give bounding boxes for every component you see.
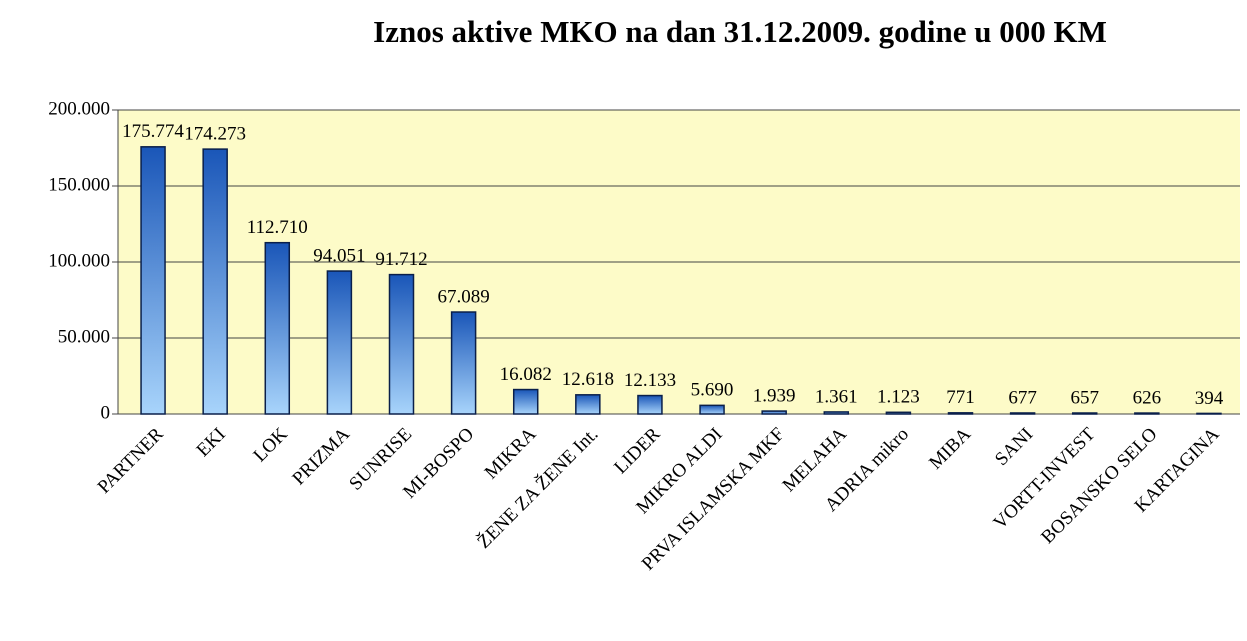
- data-label: 626: [1133, 387, 1162, 408]
- data-label: 1.361: [815, 386, 858, 407]
- bar: [699, 404, 725, 415]
- bar: [202, 148, 228, 415]
- x-tick-label: MIBA: [925, 424, 975, 474]
- x-tick-label: LOK: [249, 424, 292, 467]
- bar: [761, 410, 787, 415]
- x-tick-label: BOSANSKO SELO: [1037, 424, 1161, 548]
- x-tick-label: ŽENE ZA ŽENE Int.: [473, 423, 603, 553]
- bar: [823, 411, 850, 415]
- bar: [326, 270, 353, 415]
- bar: [264, 241, 291, 415]
- bar: [512, 388, 539, 415]
- x-tick-label: SANI: [991, 424, 1037, 470]
- y-tick-label: 50.000: [58, 326, 110, 347]
- data-label: 5.690: [691, 380, 734, 401]
- bar: [637, 394, 663, 415]
- data-label: 112.710: [247, 217, 308, 238]
- data-label: 175.774: [122, 121, 184, 142]
- data-label: 16.082: [500, 364, 552, 385]
- data-label: 94.051: [313, 245, 365, 266]
- x-tick-label: MIKRA: [481, 424, 541, 484]
- data-label: 771: [946, 387, 975, 408]
- x-tick-label: PARTNER: [94, 424, 168, 498]
- y-tick-label: 0: [101, 402, 111, 423]
- bar: [140, 146, 166, 415]
- bar: [1009, 412, 1036, 415]
- bar: [947, 412, 974, 415]
- data-label: 394: [1195, 388, 1224, 409]
- data-label: 67.089: [437, 286, 489, 307]
- bar: [1071, 412, 1098, 415]
- y-tick-label: 200.000: [48, 98, 110, 119]
- y-tick-label: 100.000: [48, 250, 110, 271]
- data-label: 657: [1070, 387, 1099, 408]
- bar: [885, 411, 912, 415]
- bar: [388, 273, 415, 415]
- bar: [1134, 412, 1160, 415]
- data-label: 12.618: [562, 369, 614, 390]
- bar: [450, 311, 477, 415]
- x-tick-label: LIDER: [610, 424, 665, 479]
- data-label: 1.123: [877, 387, 920, 408]
- data-label: 677: [1008, 387, 1037, 408]
- data-label: 91.712: [375, 249, 427, 270]
- data-label: 174.273: [184, 123, 246, 144]
- data-label: 1.939: [753, 385, 796, 406]
- y-tick-label: 150.000: [48, 174, 110, 195]
- data-label: 12.133: [624, 370, 676, 391]
- x-tick-label: EKI: [193, 424, 230, 461]
- bar: [1196, 412, 1222, 415]
- chart-title: Iznos aktive MKO na dan 31.12.2009. godi…: [373, 14, 1107, 49]
- bar: [575, 394, 601, 415]
